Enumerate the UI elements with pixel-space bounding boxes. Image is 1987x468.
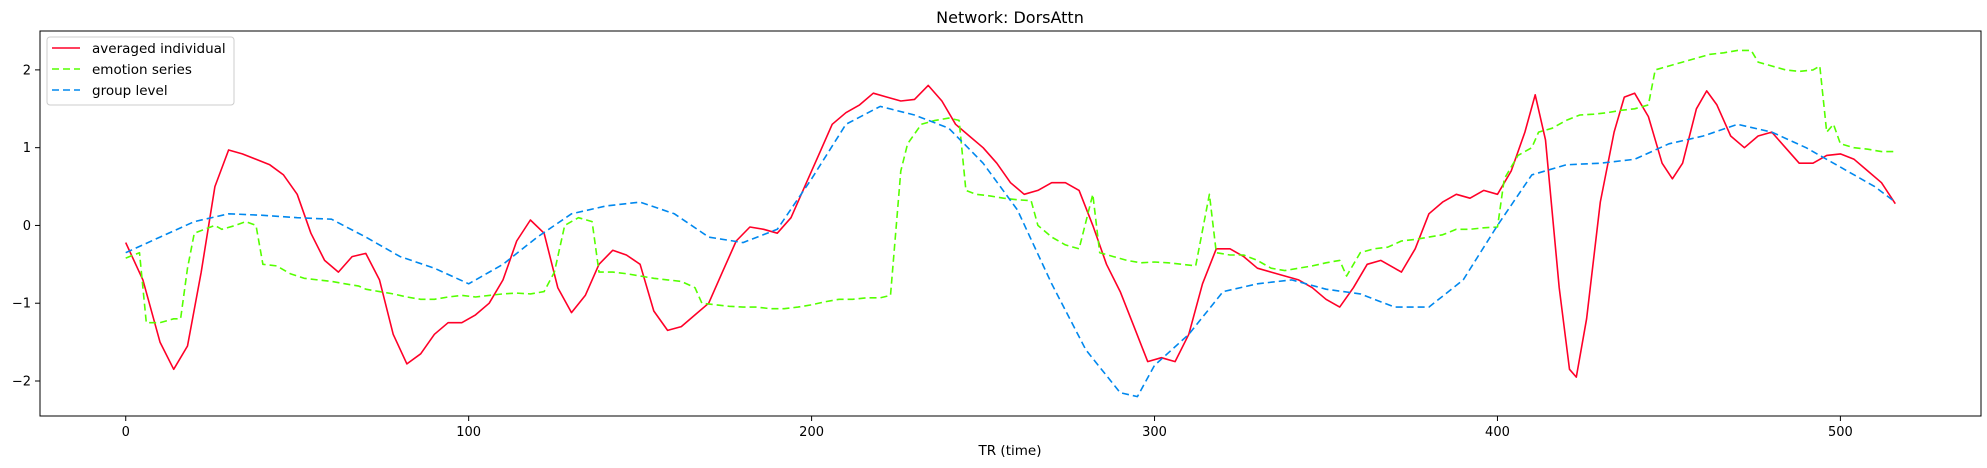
y-tick-label: 1 [23,141,31,156]
x-axis: 0 100 200 300 400 500 [122,416,1853,440]
y-tick-label: 0 [23,219,31,234]
x-tick-label: 100 [456,425,481,440]
y-axis: −2 −1 0 1 2 [12,63,40,390]
x-axis-label: TR (time) [978,443,1042,459]
plot-frame [39,30,1982,417]
y-tick-label: −1 [12,297,31,312]
x-tick-label: 0 [122,425,130,440]
y-tick-label: 2 [23,63,31,78]
legend-label-2: group level [92,83,168,99]
series-line-2 [125,105,1896,398]
legend-label-0: averaged individual [92,41,226,57]
legend-label-1: emotion series [92,62,192,78]
x-tick-label: 300 [1142,425,1167,440]
legend-box [46,36,235,106]
legend: averaged individual emotion series group l… [46,36,235,106]
x-tick-label: 200 [799,425,824,440]
chart-title: Network: DorsAttn [936,8,1084,27]
x-tick-label: 400 [1485,425,1510,440]
series-line-1 [125,49,1896,324]
x-tick-label: 500 [1828,425,1853,440]
y-tick-label: −2 [12,375,31,390]
series-line-0 [124,84,1896,378]
series-layer [124,49,1896,398]
